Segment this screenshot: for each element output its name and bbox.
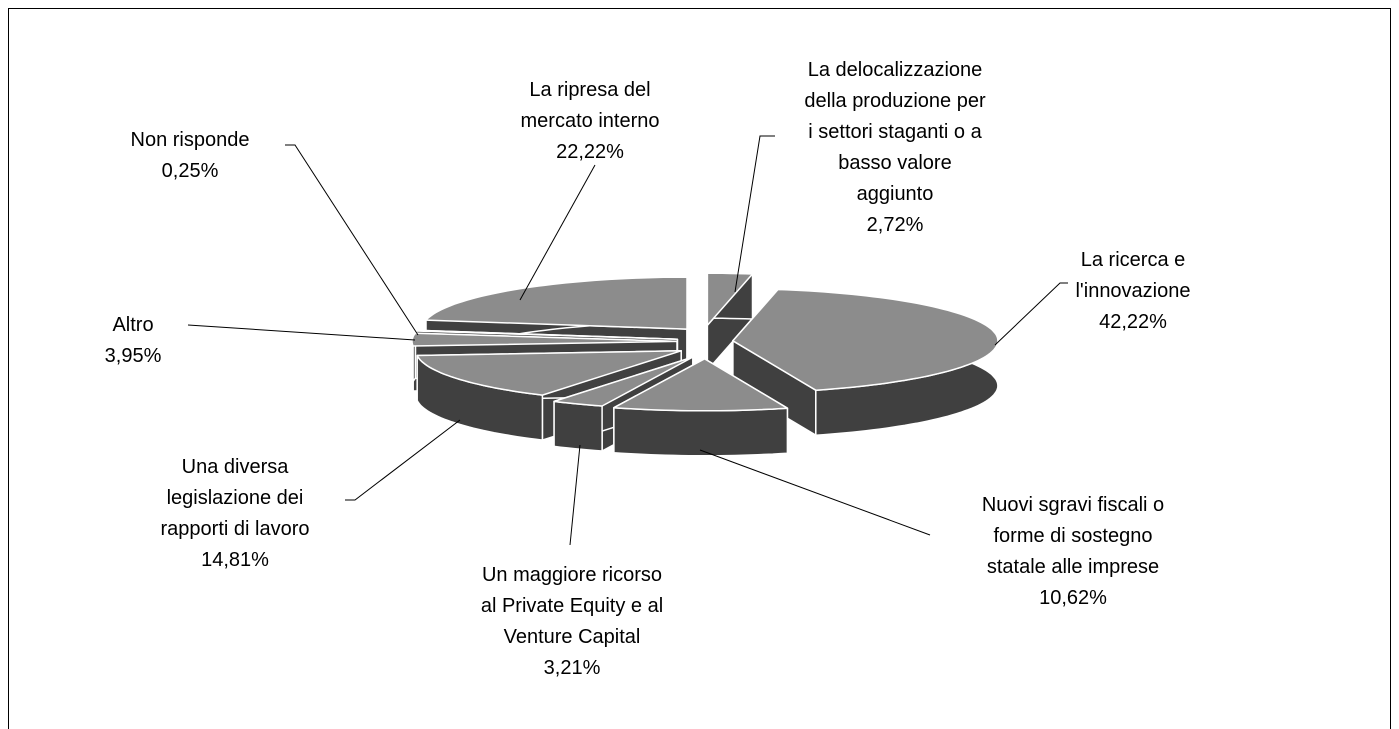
value-label: 3,21% bbox=[544, 657, 601, 679]
leader-line bbox=[345, 419, 461, 501]
slice-label: La ripresa del mercato interno 22,22% bbox=[521, 79, 660, 163]
leader-line bbox=[519, 164, 596, 301]
slice bbox=[706, 272, 754, 372]
label-line: della produzione per bbox=[804, 90, 986, 112]
label-line: i settori staganti o a bbox=[808, 121, 982, 143]
value-label: 10,62% bbox=[1039, 587, 1107, 609]
value-label: 2,72% bbox=[867, 214, 924, 236]
slice-side bbox=[553, 400, 603, 452]
label-line: legislazione dei bbox=[167, 487, 304, 509]
slice-label: La delocalizzazione della produzione per i… bbox=[804, 59, 986, 236]
label-line: La delocalizzazione bbox=[808, 59, 983, 81]
label-line: Venture Capital bbox=[504, 626, 641, 648]
label-line: forme di sostegno bbox=[994, 525, 1153, 547]
slice-top bbox=[425, 276, 688, 330]
slice bbox=[613, 358, 789, 457]
label-line: La ripresa del bbox=[529, 79, 650, 101]
label-line: Un maggiore ricorso bbox=[482, 564, 662, 586]
leader-line bbox=[285, 144, 419, 336]
label-line: Altro bbox=[112, 314, 153, 336]
slice-top bbox=[553, 356, 694, 407]
slice-label: Non risponde 0,25% bbox=[131, 129, 250, 182]
slice-top bbox=[706, 272, 754, 327]
value-label: 3,95% bbox=[105, 345, 162, 367]
value-label: 14,81% bbox=[201, 549, 269, 571]
leader-line bbox=[699, 449, 931, 536]
slice-top bbox=[414, 329, 679, 340]
slice-top bbox=[613, 358, 789, 412]
slice-side bbox=[613, 406, 789, 457]
label-line: aggiunto bbox=[857, 183, 934, 205]
leader-line bbox=[569, 444, 581, 546]
label-line: Una diversa bbox=[182, 456, 290, 478]
leader-line bbox=[734, 135, 775, 293]
slice-top bbox=[732, 288, 999, 391]
label-line: statale alle imprese bbox=[987, 556, 1159, 578]
label-line: La ricerca e bbox=[1081, 249, 1186, 271]
slice-label: Una diversa legislazione dei rapporti di l… bbox=[161, 456, 310, 571]
slice-label: Altro 3,95% bbox=[105, 314, 162, 367]
slice-label: La ricerca e l'innovazione 42,22% bbox=[1075, 249, 1190, 333]
value-label: 0,25% bbox=[162, 160, 219, 182]
label-line: mercato interno bbox=[521, 110, 660, 132]
label-line: l'innovazione bbox=[1075, 280, 1190, 302]
slice-label: Un maggiore ricorso al Private Equity e a… bbox=[481, 564, 663, 679]
value-label: 22,22% bbox=[556, 141, 624, 163]
leader-line bbox=[187, 324, 416, 341]
value-label: 42,22% bbox=[1099, 311, 1167, 333]
label-line: al Private Equity e al bbox=[481, 595, 663, 617]
label-line: Nuovi sgravi fiscali o bbox=[982, 494, 1164, 516]
slice-label: Nuovi sgravi fiscali o forme di sostegno s… bbox=[982, 494, 1164, 609]
leader-line bbox=[994, 282, 1068, 346]
label-line: Non risponde bbox=[131, 129, 250, 151]
slice bbox=[732, 288, 999, 436]
label-line: rapporti di lavoro bbox=[161, 518, 310, 540]
slice-top bbox=[416, 350, 682, 396]
label-line: basso valore bbox=[838, 152, 951, 174]
